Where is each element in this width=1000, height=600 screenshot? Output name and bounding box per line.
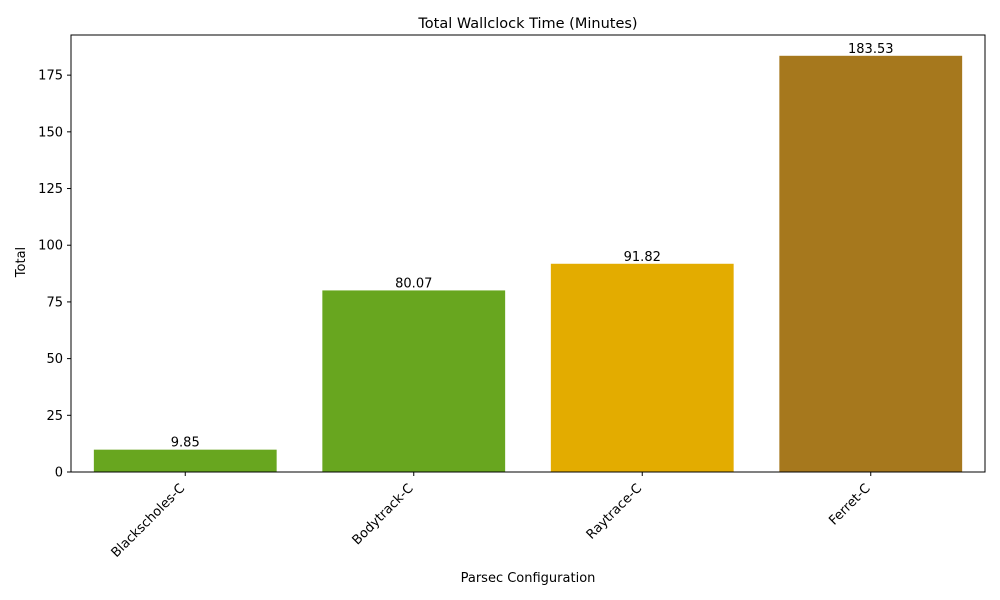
y-tick-label: 75 — [46, 295, 63, 310]
axes-frame — [70, 34, 986, 473]
chart-title: Total Wallclock Time (Minutes) — [417, 16, 637, 32]
x-tick-label: Ferret-C — [826, 481, 873, 528]
bar-bodytrack-c — [322, 290, 506, 472]
y-tick-label: 100 — [38, 239, 63, 254]
data-label: 91.82 — [624, 250, 661, 265]
y-tick-label: 150 — [38, 125, 63, 140]
x-tick-label: Blackscholes-C — [109, 481, 189, 561]
x-axis-label: Parsec Configuration — [461, 571, 596, 586]
y-tick-label: 25 — [46, 409, 63, 424]
y-tick-label: 50 — [46, 352, 63, 367]
y-tick-label: 175 — [38, 69, 63, 84]
y-tick-label: 0 — [55, 466, 63, 481]
bar-blackscholes-c — [93, 449, 277, 472]
x-tick-label: Raytrace-C — [584, 481, 645, 542]
bar-ferret-c — [779, 55, 963, 473]
plot-area: 9.85 Blackscholes-C 80.07 Bodytrack-C 91.82 R… — [38, 34, 986, 561]
bar-raytrace-c — [550, 263, 734, 472]
data-label: 9.85 — [171, 436, 200, 451]
x-tick-label: Bodytrack-C — [350, 481, 417, 548]
y-tick-label: 125 — [38, 182, 63, 197]
y-axis-label: Total — [14, 247, 29, 278]
data-label: 183.53 — [848, 42, 894, 57]
data-label: 80.07 — [395, 276, 432, 291]
